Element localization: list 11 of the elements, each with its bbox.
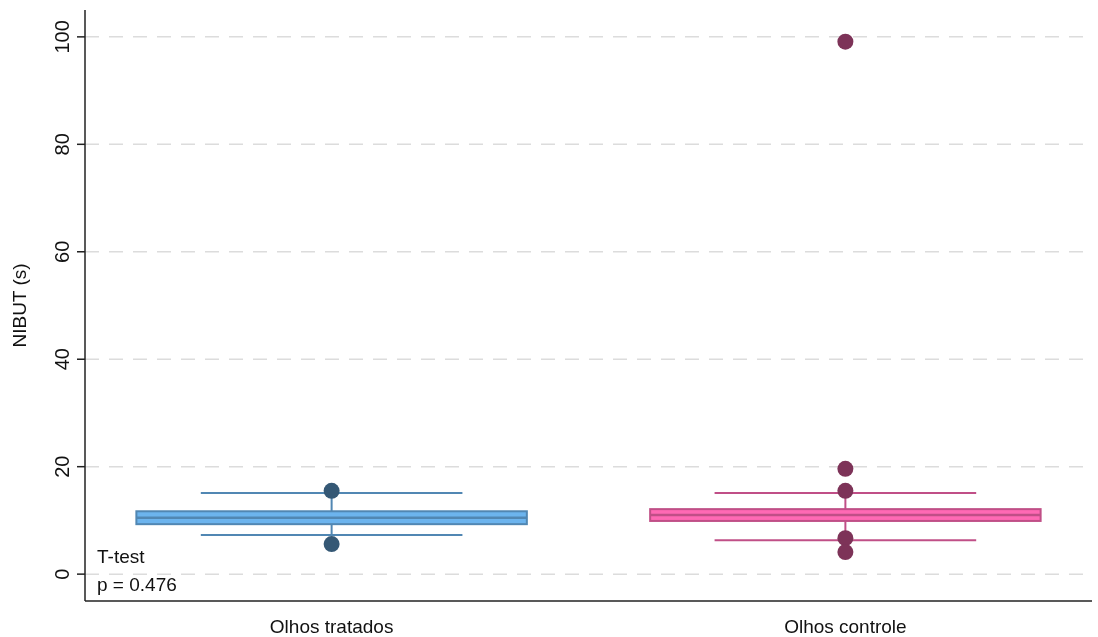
y-tick-label: 20 — [51, 455, 73, 478]
y-tick-label: 0 — [51, 568, 73, 580]
annotation: T-test — [97, 546, 146, 567]
y-tick-label: 80 — [51, 133, 73, 156]
y-tick-label: 40 — [51, 348, 73, 371]
x-tick-label: Olhos tratados — [269, 616, 394, 637]
annotation: p = 0.476 — [97, 574, 177, 595]
y-tick-label: 100 — [51, 20, 73, 54]
x-tick-label: Olhos controle — [784, 616, 907, 637]
y-tick-label: 60 — [51, 240, 73, 263]
y-axis-title: NIBUT (s) — [9, 263, 30, 348]
